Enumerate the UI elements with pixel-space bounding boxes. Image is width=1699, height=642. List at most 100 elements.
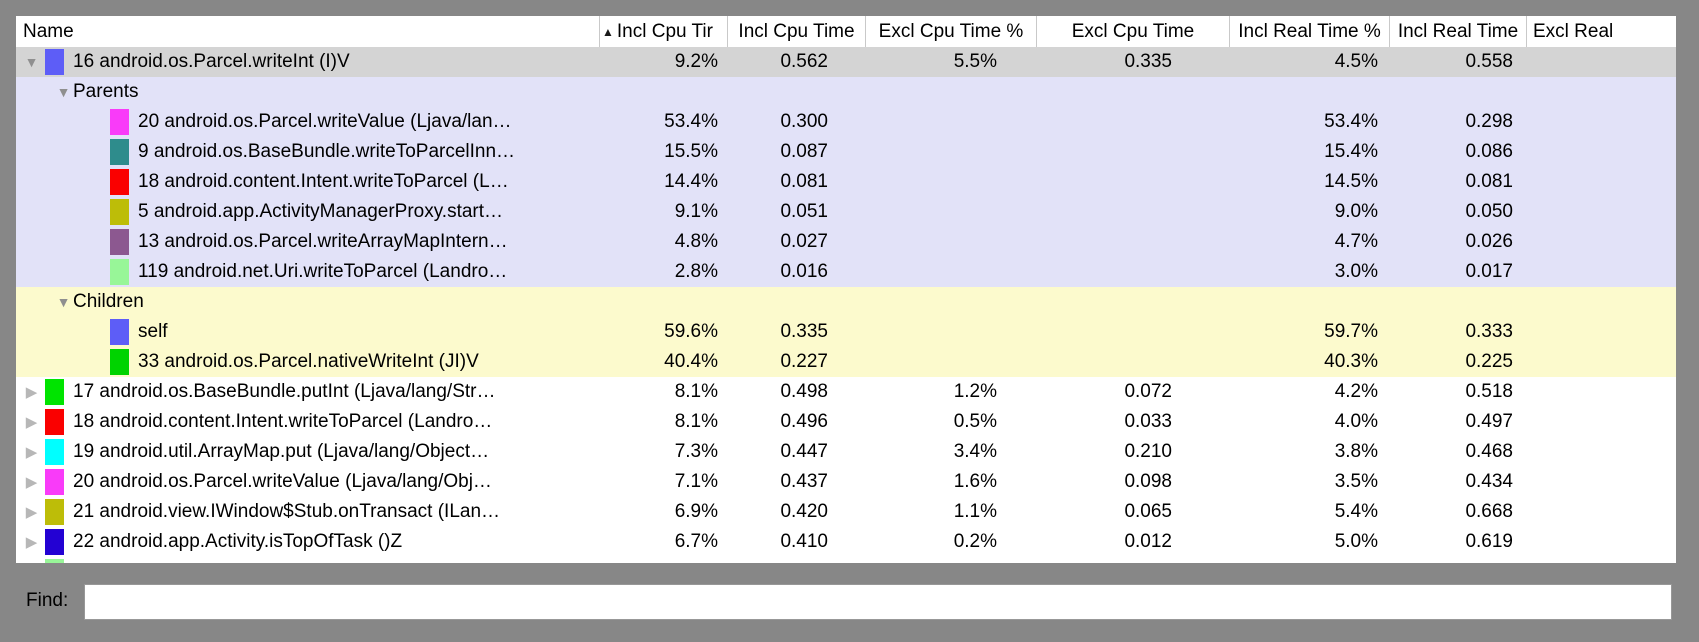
- cell-excl_cpu_time: 0.033: [1124, 411, 1172, 432]
- cell-excl_cpu_time: [1037, 107, 1230, 137]
- column-header-name[interactable]: Name: [16, 16, 600, 47]
- cell-excl_real: [1527, 47, 1676, 77]
- cell-incl_real_pct: 40.3%: [1324, 351, 1378, 372]
- method-color-chip: [110, 109, 129, 135]
- method-name-label: 16 android.os.Parcel.writeInt (I)V: [73, 51, 350, 72]
- method-row[interactable]: ▼ 16 android.os.Parcel.writeInt (I)V 9.2% 0…: [16, 47, 1676, 77]
- method-name-label: 9 android.os.BaseBundle.writeToParcelInn…: [138, 141, 516, 162]
- column-header-excl_cpu_time[interactable]: Excl Cpu Time: [1037, 16, 1230, 47]
- cell-excl_cpu_pct: 3.4%: [953, 441, 997, 462]
- method-row[interactable]: self 59.6% 0.335 59.7% 0.333: [16, 317, 1676, 347]
- method-row[interactable]: 119 android.net.Uri.writeToParcel (Landr…: [16, 257, 1676, 287]
- cell-excl_real: [1527, 347, 1676, 377]
- cell-incl_cpu_pct: 4.8%: [674, 231, 718, 252]
- cell-excl_cpu_pct: 0.5%: [953, 411, 997, 432]
- cell-incl_cpu_pct: 40.4%: [664, 351, 718, 372]
- column-header-excl_cpu_pct[interactable]: Excl Cpu Time %: [866, 16, 1037, 47]
- cell-excl_cpu_pct: [866, 347, 1037, 377]
- cell-incl_cpu_pct: 59.6%: [664, 321, 718, 342]
- cell-excl_cpu_time: 0.072: [1124, 381, 1172, 402]
- cell-excl_real: [1527, 227, 1676, 257]
- expand-triangle-icon[interactable]: ▶: [25, 414, 38, 431]
- method-name-label: 119 android.net.Uri.writeToParcel (Landr…: [138, 261, 508, 282]
- method-row[interactable]: ▶ 22 android.app.Activity.isTopOfTask ()Z…: [16, 527, 1676, 557]
- cell-incl_cpu_time: 0.437: [780, 471, 828, 492]
- expand-triangle-icon[interactable]: ▶: [25, 474, 38, 491]
- column-header-excl_real[interactable]: Excl Real: [1527, 16, 1676, 47]
- section-row-parents[interactable]: ▼ Parents: [16, 77, 1676, 107]
- cell-excl_cpu_time: 0.335: [1124, 51, 1172, 72]
- method-row[interactable]: 18 android.content.Intent.writeToParcel …: [16, 167, 1676, 197]
- cell-incl_real_time: 0.298: [1465, 111, 1513, 132]
- method-row[interactable]: ▶ 19 android.util.ArrayMap.put (Ljava/lan…: [16, 437, 1676, 467]
- method-row[interactable]: 9 android.os.BaseBundle.writeToParcelInn…: [16, 137, 1676, 167]
- cell-incl_cpu_pct: 8.1%: [674, 381, 718, 402]
- method-row[interactable]: ▶: [16, 557, 1676, 563]
- cell-excl_cpu_pct: [866, 257, 1037, 287]
- cell-incl_real_time: 0.017: [1465, 261, 1513, 282]
- cell-incl_cpu_pct: 7.3%: [674, 441, 718, 462]
- cell-incl_cpu_time: 0.027: [780, 231, 828, 252]
- expand-triangle-icon[interactable]: ▶: [25, 384, 38, 401]
- method-color-chip: [45, 379, 64, 405]
- column-header-label: Incl Cpu Time: [738, 20, 855, 42]
- cell-incl_cpu_pct: [600, 287, 728, 317]
- cell-incl_real_time: 0.558: [1465, 51, 1513, 72]
- method-color-chip: [110, 349, 129, 375]
- cell-incl_cpu_time: 0.335: [780, 321, 828, 342]
- cell-excl_real: [1527, 107, 1676, 137]
- expand-triangle-icon[interactable]: ▶: [25, 444, 38, 461]
- method-row[interactable]: ▶ 21 android.view.IWindow$Stub.onTransact…: [16, 497, 1676, 527]
- cell-incl_real_pct: 3.8%: [1334, 441, 1378, 462]
- cell-incl_cpu_pct: 2.8%: [674, 261, 718, 282]
- method-name-label: 20 android.os.Parcel.writeValue (Ljava/l…: [73, 471, 492, 492]
- cell-excl_cpu_time: 0.210: [1124, 441, 1172, 462]
- cell-excl_cpu_pct: 1.2%: [953, 381, 997, 402]
- cell-excl_cpu_time: [1037, 257, 1230, 287]
- cell-excl_cpu_pct: [866, 557, 1037, 563]
- column-header-incl_cpu_time[interactable]: Incl Cpu Time: [728, 16, 866, 47]
- find-input[interactable]: [84, 584, 1672, 620]
- method-name-label: 17 android.os.BaseBundle.putInt (Ljava/l…: [73, 381, 496, 402]
- name-cell: ▶ 22 android.app.Activity.isTopOfTask ()Z: [16, 527, 600, 557]
- cell-incl_cpu_time: [728, 287, 866, 317]
- method-name-label: 33 android.os.Parcel.nativeWriteInt (JI)…: [138, 351, 479, 372]
- method-row[interactable]: 5 android.app.ActivityManagerProxy.start…: [16, 197, 1676, 227]
- cell-incl_real_pct: [1230, 77, 1390, 107]
- name-cell: ▶ 20 android.os.Parcel.writeValue (Ljava/…: [16, 467, 600, 497]
- method-row[interactable]: ▶ 17 android.os.BaseBundle.putInt (Ljava/…: [16, 377, 1676, 407]
- cell-excl_cpu_pct: 5.5%: [953, 51, 997, 72]
- expand-triangle-icon[interactable]: ▶: [25, 504, 38, 521]
- cell-incl_cpu_time: 0.496: [780, 411, 828, 432]
- method-color-chip: [110, 229, 129, 255]
- cell-incl_real_time: 0.668: [1465, 501, 1513, 522]
- method-row[interactable]: 13 android.os.Parcel.writeArrayMapIntern…: [16, 227, 1676, 257]
- section-label: Parents: [73, 81, 139, 102]
- method-row[interactable]: 33 android.os.Parcel.nativeWriteInt (JI)…: [16, 347, 1676, 377]
- method-name-label: 21 android.view.IWindow$Stub.onTransact …: [73, 501, 501, 522]
- cell-incl_cpu_time: 0.562: [780, 51, 828, 72]
- section-row-children[interactable]: ▼ Children: [16, 287, 1676, 317]
- cell-excl_cpu_pct: 1.6%: [953, 471, 997, 492]
- cell-incl_real_time: 0.518: [1465, 381, 1513, 402]
- method-row[interactable]: 20 android.os.Parcel.writeValue (Ljava/l…: [16, 107, 1676, 137]
- method-row[interactable]: ▶ 18 android.content.Intent.writeToParcel…: [16, 407, 1676, 437]
- name-cell: 119 android.net.Uri.writeToParcel (Landr…: [16, 257, 600, 287]
- expand-triangle-icon[interactable]: ▶: [25, 534, 38, 551]
- method-color-chip: [45, 529, 64, 555]
- column-header-incl_cpu_pct[interactable]: ▲ Incl Cpu Tir: [600, 16, 728, 47]
- column-header-incl_real_time[interactable]: Incl Real Time: [1390, 16, 1527, 47]
- collapse-triangle-icon[interactable]: ▼: [56, 294, 71, 310]
- cell-excl_cpu_time: [1037, 77, 1230, 107]
- method-color-chip: [110, 169, 129, 195]
- column-header-label: Incl Real Time %: [1238, 20, 1381, 42]
- collapse-triangle-icon[interactable]: ▼: [56, 84, 71, 100]
- column-header-label: Incl Cpu Tir: [616, 20, 713, 42]
- name-cell: 20 android.os.Parcel.writeValue (Ljava/l…: [16, 107, 600, 137]
- cell-incl_real_time: 0.050: [1465, 201, 1513, 222]
- column-header-incl_real_pct[interactable]: Incl Real Time %: [1230, 16, 1390, 47]
- method-row[interactable]: ▶ 20 android.os.Parcel.writeValue (Ljava/…: [16, 467, 1676, 497]
- collapse-triangle-icon[interactable]: ▼: [24, 54, 39, 70]
- cell-excl_cpu_pct: [866, 227, 1037, 257]
- cell-incl_cpu_time: 0.447: [780, 441, 828, 462]
